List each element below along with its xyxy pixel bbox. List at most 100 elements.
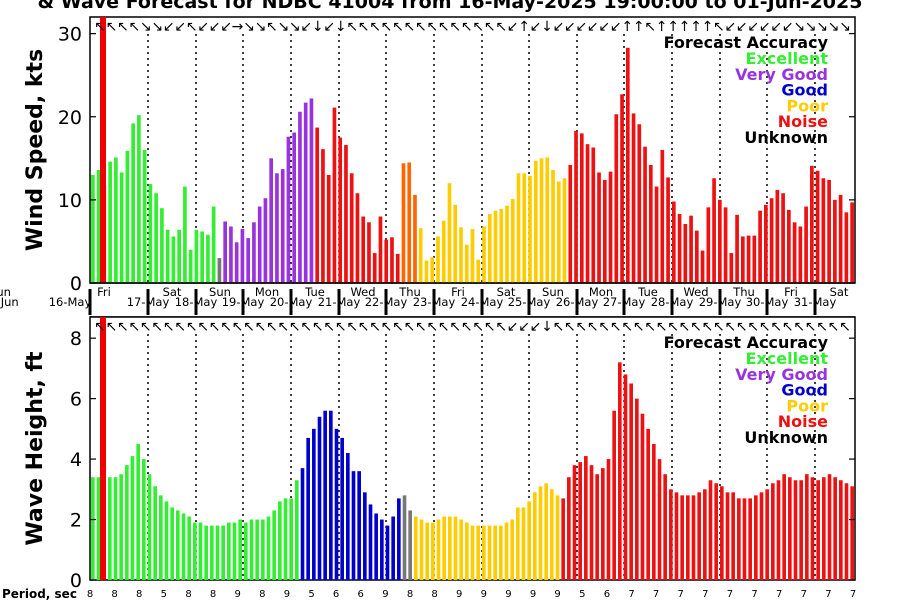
- wave-direction-arrow: ↖: [690, 319, 702, 335]
- wind-bar: [223, 221, 228, 283]
- wave-direction-arrow: ↖: [358, 319, 370, 335]
- wave-bar: [810, 477, 815, 580]
- wind-direction-arrow: ↙: [163, 19, 175, 35]
- period-value: 7: [653, 589, 659, 600]
- wave-direction-arrow: ↖: [300, 319, 312, 335]
- wave-bar: [748, 498, 752, 580]
- wind-direction-arrow: ↖: [392, 19, 404, 35]
- wind-bar: [712, 178, 716, 283]
- day-strip-divider: [622, 289, 626, 315]
- wave-direction-arrow: ↖: [702, 319, 714, 335]
- wind-bar: [229, 226, 233, 283]
- period-value: 7: [776, 589, 782, 600]
- period-value: 9: [235, 589, 241, 600]
- wind-direction-arrow: ↓: [335, 19, 347, 35]
- period-value: 9: [530, 589, 536, 600]
- period-value: 8: [87, 589, 93, 600]
- wind-bar: [211, 206, 216, 283]
- wind-bar: [660, 150, 665, 283]
- wind-direction-arrow: ↙: [782, 19, 794, 35]
- wind-direction-arrow: ↖: [186, 19, 198, 35]
- day-name: Wed: [350, 285, 375, 299]
- wind-bar: [620, 94, 624, 283]
- wind-direction-arrow: ↙: [610, 19, 622, 35]
- wave-direction-arrow: ↖: [725, 319, 737, 335]
- wind-direction-arrow: ↘: [243, 19, 255, 35]
- period-value: 7: [678, 589, 684, 600]
- wind-direction-arrow: ↖: [713, 19, 725, 35]
- day-name: Sun: [542, 285, 564, 299]
- wave-bar: [215, 525, 220, 580]
- wave-bar: [125, 465, 129, 580]
- wave-bar: [567, 477, 571, 580]
- wind-direction-arrow: ↙: [220, 19, 232, 35]
- wave-bar: [408, 510, 412, 580]
- period-value: 5: [161, 589, 167, 600]
- wave-bar: [482, 525, 486, 580]
- wave-bar: [589, 465, 594, 580]
- wave-direction-arrow: ↖: [553, 319, 565, 335]
- period-value: 7: [850, 589, 856, 600]
- period-value: 6: [333, 589, 339, 600]
- wave-legend-item: Very Good: [735, 365, 828, 384]
- wind-bar: [332, 107, 337, 283]
- wave-bar: [374, 513, 378, 580]
- wave-bar: [827, 474, 832, 580]
- wind-bar: [614, 114, 619, 283]
- wind-bar: [758, 210, 762, 283]
- wind-now-marker: [100, 17, 106, 283]
- day-date: 16-May: [49, 295, 92, 309]
- wave-bar: [153, 486, 157, 580]
- wave-bar: [584, 456, 588, 580]
- wave-bar: [652, 443, 656, 580]
- wave-bar: [176, 510, 180, 580]
- wave-bar: [544, 483, 548, 580]
- wave-bar: [493, 525, 497, 580]
- wave-bar: [244, 522, 248, 580]
- wave-bar: [578, 462, 582, 580]
- wind-direction-arrow: ↙: [197, 19, 209, 35]
- wind-bar: [850, 202, 854, 283]
- wave-direction-arrow: ↖: [94, 319, 106, 335]
- wind-bar: [568, 164, 573, 283]
- wave-bar: [232, 522, 237, 580]
- wave-bar: [805, 474, 809, 580]
- wave-direction-arrow: ↖: [576, 319, 588, 335]
- wind-direction-arrow: ↙: [553, 19, 565, 35]
- wind-bar: [821, 178, 826, 283]
- wind-bar: [275, 173, 279, 283]
- wave-bar: [136, 443, 140, 580]
- wave-direction-arrow: ↖: [759, 319, 771, 335]
- wind-bar: [608, 171, 613, 283]
- wave-bar: [238, 519, 242, 580]
- wave-ytick-label: 6: [70, 389, 82, 411]
- wave-direction-arrow: ↖: [289, 319, 301, 335]
- wave-direction-arrow: ↖: [736, 319, 748, 335]
- wind-bar: [459, 227, 463, 283]
- wave-bar: [799, 480, 803, 580]
- wind-direction-arrow: ↙: [507, 19, 519, 35]
- wave-bar: [527, 501, 531, 580]
- wave-bar: [708, 480, 713, 580]
- wind-direction-arrow: ↖: [438, 19, 450, 35]
- wind-bar: [637, 124, 642, 283]
- wind-bar: [562, 178, 567, 283]
- wave-bar: [669, 489, 673, 580]
- wind-direction-arrow: ↖: [404, 19, 416, 35]
- period-value: 9: [284, 589, 290, 600]
- wind-bar: [418, 228, 423, 283]
- wind-bar: [269, 158, 274, 283]
- wind-direction-arrow: ↙: [736, 19, 748, 35]
- day-strip-divider: [765, 289, 769, 315]
- wave-bar: [601, 468, 605, 580]
- wind-bar: [183, 186, 187, 283]
- wind-bar: [591, 147, 596, 283]
- day-name: Fri: [784, 285, 798, 299]
- wave-direction-arrow: ↖: [415, 319, 427, 335]
- wave-direction-arrow: ↖: [278, 319, 290, 335]
- wave-direction-arrow: ↖: [346, 319, 358, 335]
- wind-direction-arrow: ↑: [679, 19, 691, 35]
- wave-bar: [312, 428, 316, 580]
- wind-bar: [844, 212, 849, 283]
- day-date: 19-May: [222, 295, 265, 309]
